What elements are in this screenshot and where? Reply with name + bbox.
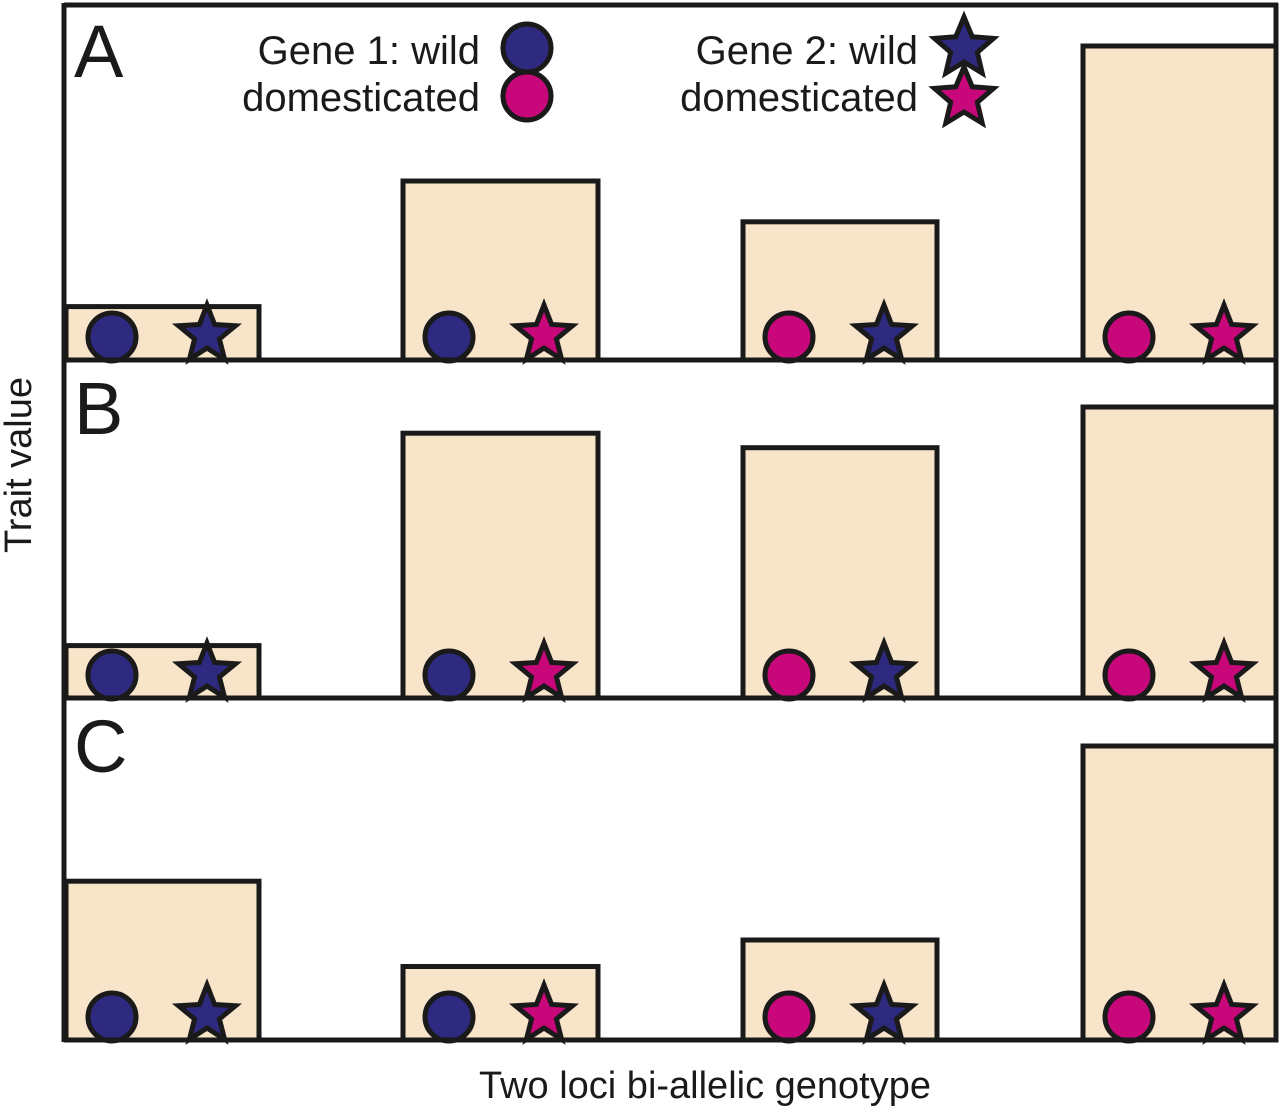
y-axis-label: Trait value: [0, 377, 40, 553]
gene1-allele-marker: [85, 648, 139, 702]
panel-letter: C: [74, 705, 127, 788]
gene2-allele-marker: [848, 636, 920, 703]
legend-gene2-wild-label: Gene 2: wild: [696, 29, 918, 73]
gene1-allele-marker: [1102, 990, 1156, 1044]
legend-gene1-domesticated-label: domesticated: [242, 76, 480, 120]
gene2-allele-marker: [1188, 636, 1260, 703]
gene2-allele-marker: [1188, 298, 1260, 365]
legend-gene1-domesticated-circle-icon: [500, 69, 554, 123]
panel-b: B: [61, 360, 1279, 703]
gene1-allele-marker: [762, 648, 816, 702]
legend: Gene 1: wild domesticated Gene 2: wild d…: [242, 10, 1000, 129]
gene1-allele-marker: [422, 310, 476, 364]
gene2-allele-marker: [508, 298, 580, 365]
gene2-allele-marker: [848, 298, 920, 365]
gene1-allele-marker: [1102, 310, 1156, 364]
gene2-allele-marker: [1188, 978, 1260, 1045]
gene1-allele-marker: [762, 990, 816, 1044]
panel-a: A: [61, 2, 1279, 365]
x-axis-label: Two loci bi-allelic genotype: [479, 1065, 931, 1107]
bar: [1080, 404, 1279, 701]
gene2-allele-marker: [508, 636, 580, 703]
legend-gene1-wild-circle-icon: [500, 21, 554, 75]
gene2-allele-marker: [171, 636, 243, 703]
gene2-allele-marker: [171, 978, 243, 1045]
gene1-allele-marker: [85, 310, 139, 364]
gene2-allele-marker: [171, 298, 243, 365]
bar: [1080, 43, 1279, 363]
bar: [1080, 743, 1279, 1043]
panels-group: A B C: [61, 2, 1279, 1045]
legend-gene1-wild-label: Gene 1: wild: [258, 29, 480, 73]
gene2-allele-marker: [848, 978, 920, 1045]
gene2-allele-marker: [508, 978, 580, 1045]
panel-letter: A: [74, 10, 124, 93]
gene1-allele-marker: [762, 310, 816, 364]
legend-gene2-domesticated-star-icon: [928, 60, 1000, 129]
legend-gene2-domesticated-label: domesticated: [680, 76, 918, 120]
panel-c: C: [61, 698, 1279, 1045]
gene1-allele-marker: [422, 990, 476, 1044]
gene1-allele-marker: [85, 990, 139, 1044]
panel-letter: B: [74, 367, 123, 450]
gene1-allele-marker: [422, 648, 476, 702]
gene1-allele-marker: [1102, 648, 1156, 702]
